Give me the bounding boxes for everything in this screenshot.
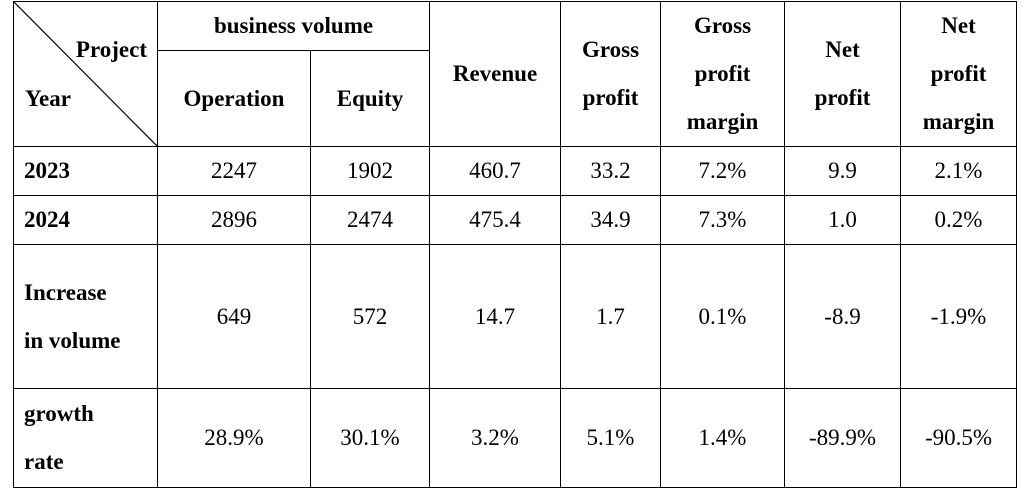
row-label-line: in volume — [24, 327, 121, 353]
row-label: 2023 — [13, 146, 158, 196]
table-cell: 1.7 — [560, 244, 661, 389]
table-row: Increase in volume 649 572 14.7 1.7 0.1%… — [13, 244, 1017, 389]
table-cell: 5.1% — [560, 388, 661, 488]
table-cell: -8.9 — [784, 244, 901, 389]
table-cell: 3.2% — [429, 388, 561, 488]
header-line: Gross — [581, 37, 640, 62]
gross-profit-header: Gross profit — [560, 1, 661, 147]
table-cell: 33.2 — [560, 146, 661, 196]
table-cell: 2896 — [157, 195, 311, 245]
header-line: profit — [930, 61, 987, 86]
header-line: Gross — [693, 13, 752, 38]
table-cell: 2.1% — [900, 146, 1017, 196]
row-label: 2024 — [13, 195, 158, 245]
net-profit-margin-header: Net profit margin — [900, 1, 1017, 147]
header-line: margin — [922, 109, 995, 134]
table-cell: 7.2% — [660, 146, 785, 196]
table-cell: 28.9% — [157, 388, 311, 488]
table-cell: 1.0 — [784, 195, 901, 245]
table-cell: 9.9 — [784, 146, 901, 196]
business-volume-header: business volume — [157, 1, 430, 51]
row-label: growth rate — [13, 388, 158, 488]
table-cell: 14.7 — [429, 244, 561, 389]
corner-header-cell: Project Year — [13, 1, 158, 147]
table-cell: -89.9% — [784, 388, 901, 488]
header-row-2: Operation Equity — [14, 50, 1017, 147]
header-line: Net — [825, 37, 860, 62]
operation-header: Operation — [157, 50, 311, 147]
header-line: Net — [941, 13, 976, 38]
table-cell: -1.9% — [900, 244, 1017, 389]
table-cell: 2247 — [157, 146, 311, 196]
corner-year-label: Year — [25, 86, 71, 111]
header-line: profit — [582, 85, 639, 110]
corner-project-label: Project — [75, 37, 147, 62]
header-line: profit — [814, 85, 871, 110]
gross-profit-margin-header: Gross profit margin — [660, 1, 785, 147]
row-label: Increase in volume — [13, 244, 158, 389]
table-cell: 0.1% — [660, 244, 785, 389]
equity-header: Equity — [310, 50, 430, 147]
table-row: growth rate 28.9% 30.1% 3.2% 5.1% 1.4% -… — [13, 388, 1017, 488]
header-row-1: Project Year business volume Revenue Gro… — [13, 1, 1017, 147]
table-cell: 475.4 — [429, 195, 561, 245]
financial-table: Project Year business volume Revenue Gro… — [13, 1, 1017, 488]
table-cell: 7.3% — [660, 195, 785, 245]
header-line: margin — [686, 109, 759, 134]
row-label-line: rate — [24, 449, 64, 474]
table-row: 2024 2896 2474 475.4 34.9 7.3% 1.0 0.2% — [13, 195, 1017, 245]
table-cell: -90.5% — [900, 388, 1017, 488]
row-label-line: Increase — [24, 279, 107, 305]
table-cell: 460.7 — [429, 146, 561, 196]
table-cell: 572 — [310, 244, 430, 389]
table-cell: 0.2% — [900, 195, 1017, 245]
table-cell: 1.4% — [660, 388, 785, 488]
table-cell: 30.1% — [310, 388, 430, 488]
table-cell: 2474 — [310, 195, 430, 245]
revenue-header: Revenue — [429, 1, 561, 147]
table-cell: 34.9 — [560, 195, 661, 245]
net-profit-header: Net profit — [784, 1, 901, 147]
table-row: 2023 2247 1902 460.7 33.2 7.2% 9.9 2.1% — [13, 146, 1017, 196]
row-label-line: growth — [24, 401, 94, 426]
diagonal-divider — [14, 2, 157, 146]
table-cell: 649 — [157, 244, 311, 389]
header-line: profit — [694, 61, 751, 86]
table-cell: 1902 — [310, 146, 430, 196]
